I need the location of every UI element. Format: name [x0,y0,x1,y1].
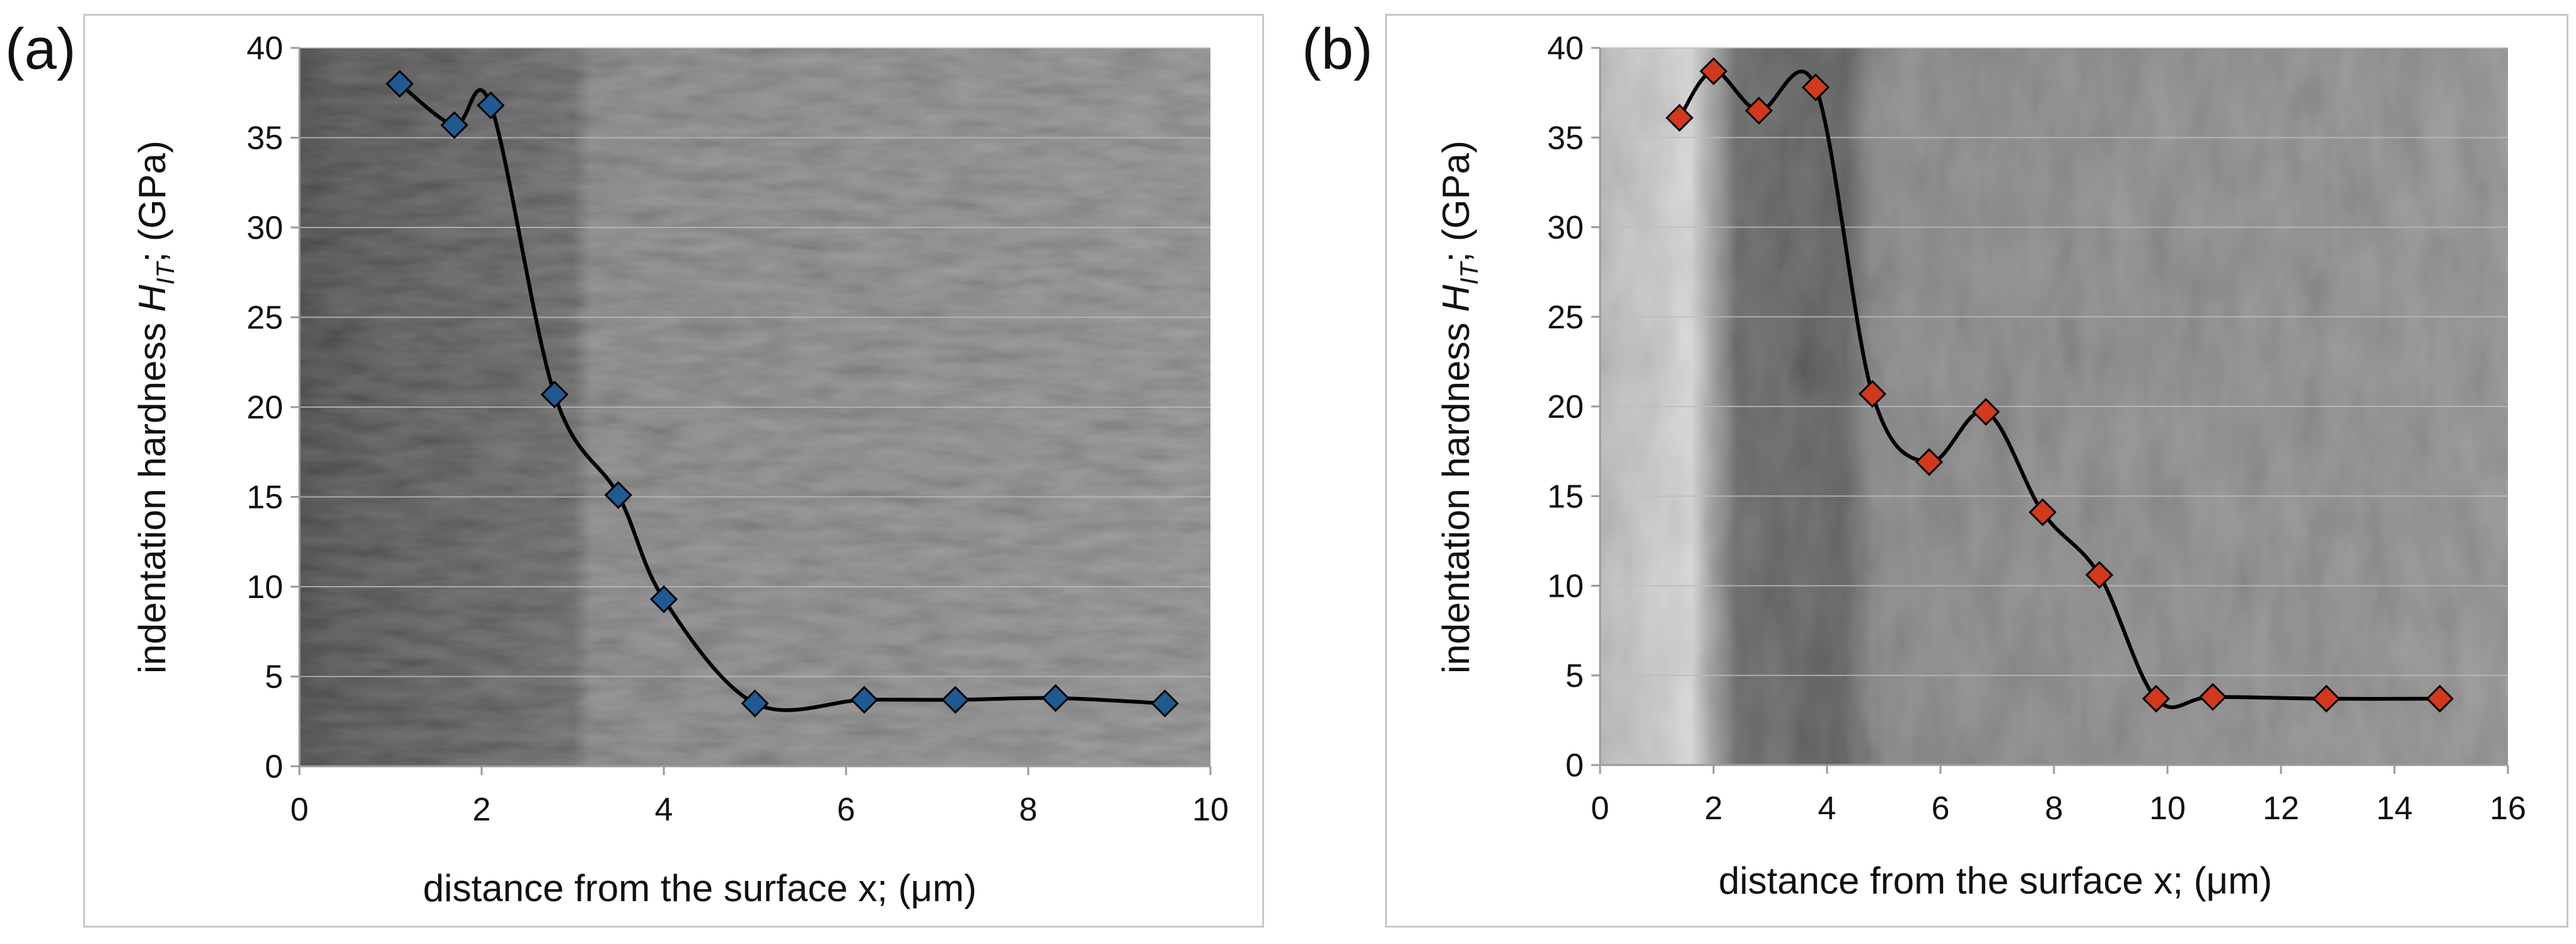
data-point [1971,398,2000,426]
data-point [440,111,468,139]
y-tick-label: 35 [1547,120,1584,156]
data-point [1151,689,1179,718]
x-tick-label: 10 [2149,790,2186,827]
y-tick-label: 30 [247,210,283,246]
data-point [2142,684,2171,713]
y-axis-title-suffix: ; (GPa) [131,141,173,262]
data-point [2312,684,2341,713]
data-point [2198,682,2227,711]
data-point [2085,561,2114,589]
y-tick-label: 20 [1547,389,1584,425]
panel-label-b: (b) [1302,17,1373,81]
x-tick-label: 6 [837,791,856,828]
y-tick-label: 40 [247,30,283,67]
data-point [477,91,505,120]
y-axis-title: indentation hardness HIT; (GPa) [131,141,180,674]
y-axis-title-symbol: H [1435,284,1477,312]
y-tick-label: 10 [247,569,283,606]
y-tick-label: 0 [1565,747,1584,784]
data-point [1744,96,1773,125]
y-tick-label: 25 [1547,299,1584,336]
data-point [741,689,769,718]
data-point [1915,448,1944,476]
x-tick-label: 2 [1705,790,1723,827]
y-axis-title-suffix: ; (GPa) [1435,141,1477,262]
y-tick-label: 0 [265,749,283,785]
x-tick-label: 4 [1818,790,1836,827]
y-axis-title-subscript: IT [1456,261,1483,285]
x-tick-label: 4 [655,791,673,828]
y-tick-label: 35 [247,120,283,157]
data-point [1699,57,1728,86]
data-point [2425,684,2454,713]
x-tick-label: 2 [473,791,491,828]
y-tick-label: 10 [1547,568,1584,605]
data-point [604,481,632,509]
x-tick-label: 14 [2376,790,2413,827]
data-point [1665,103,1694,132]
y-tick-label: 15 [1547,478,1584,515]
x-tick-label: 12 [2263,790,2299,827]
y-tick-label: 5 [1565,658,1584,694]
x-tick-label: 10 [1192,791,1229,828]
y-axis-title-subscript: IT [152,261,180,285]
y-tick-label: 30 [1547,210,1584,246]
x-tick-label: 8 [2045,790,2063,827]
y-tick-label: 20 [247,389,283,426]
data-point [385,69,414,98]
y-tick-label: 5 [265,659,283,696]
x-tick-label: 8 [1019,791,1038,828]
x-tick-label: 16 [2490,790,2526,827]
x-tick-label: 0 [1591,790,1610,827]
x-tick-label: 6 [1932,790,1950,827]
data-point [649,585,678,614]
y-axis-title-prefix: indentation hardness [131,312,173,674]
y-tick-label: 25 [247,300,283,337]
x-tick-label: 0 [291,791,309,828]
y-tick-label: 40 [1547,30,1584,67]
y-tick-label: 15 [247,480,283,516]
x-axis-title: distance from the surface x; (μm) [1719,860,2272,902]
data-point [941,686,970,714]
y-axis-title-symbol: H [131,284,173,312]
x-axis-title: distance from the surface x; (μm) [423,867,977,909]
data-point [1041,684,1070,712]
data-point [2028,498,2057,526]
chart-b: 0 2 4 6 8 10 12 14 16 0 5 10 15 20 25 30 35 40 distance fr… [1435,30,2526,902]
data-point [850,686,879,714]
panel-label-a: (a) [5,17,76,81]
data-point [540,380,569,409]
y-axis-title: indentation hardness HIT; (GPa) [1435,141,1483,674]
y-axis-title-prefix: indentation hardness [1435,312,1477,674]
data-point [1858,379,1887,408]
chart-a: 0 2 4 6 8 10 0 5 10 15 20 25 30 35 40 distance from the… [131,30,1229,909]
data-point [1801,73,1830,101]
